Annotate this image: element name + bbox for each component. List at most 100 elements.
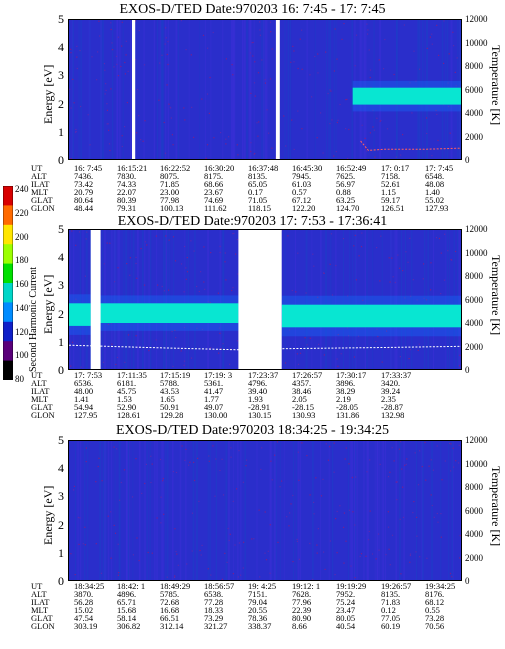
spectrogram-speckle [116,448,118,450]
table-cell: 129.28 [160,410,184,420]
row-label: UT [31,163,43,173]
spectrogram-speckle [287,235,289,237]
spectrogram-speckle [174,329,176,331]
table-cell: 23.67 [204,187,224,197]
spectrogram-speckle [381,361,383,363]
spectrogram-speckle [220,348,222,350]
spectrogram-streak [78,20,80,159]
colorbar-segment [3,224,13,245]
spectrogram-speckle [191,512,194,514]
spectrogram-streak [253,20,255,159]
table-cell: 0.88 [336,187,351,197]
spectrogram-speckle [425,299,428,301]
spectrogram-speckle [144,482,146,485]
spectrogram-streak [287,20,290,159]
spectrogram-speckle [277,541,279,543]
spectrogram-speckle [126,102,128,104]
spectrogram-streak [129,230,131,369]
spectrogram-speckle [243,541,245,543]
spectrogram-speckle [346,327,348,329]
spectrogram-speckle [453,45,455,47]
y2-tick-label: 0 [465,155,470,165]
spectrogram-speckle [237,154,239,156]
spectrogram-speckle [366,23,368,25]
spectrogram-speckle [176,553,178,555]
spectrogram-speckle [106,109,108,111]
spectrogram-speckle [160,496,162,498]
spectrogram-streak [452,441,454,580]
spectrogram-speckle [232,233,234,235]
spectrogram-speckle [351,476,353,479]
spectrogram-speckle [447,82,449,84]
table-cell: 18.33 [204,605,224,615]
table-cell: 8.66 [292,621,307,631]
spectrogram-speckle [72,78,74,80]
spectrogram-streak [460,441,461,580]
spectrogram-speckle [271,147,273,149]
table-row: GLON 303.19 306.82 312.14 321.27 338.37 8.66 40… [0,621,505,631]
spectrogram-speckle [116,356,119,359]
spectrogram-speckle [233,232,235,235]
spectrogram-speckle [387,347,389,349]
spectrogram-speckle [372,126,374,128]
spectrogram-streak [142,230,144,369]
spectrogram-streak [73,230,75,369]
spectrogram-speckle [205,157,207,159]
spectrogram-streak [150,230,152,369]
spectrogram-speckle [201,98,203,100]
row-label: UT [31,581,43,591]
spectrogram-streak [227,441,230,580]
row-label: MLT [31,394,49,404]
spectrogram-speckle [269,21,272,23]
spectrogram-streak [143,20,145,159]
spectrogram-speckle [224,552,226,554]
table-cell: 41.47 [204,386,224,396]
table-cell: 74.69 [204,195,224,205]
spectrogram-speckle [120,481,122,484]
spectrogram-streak [122,20,124,159]
spectrogram-streak [293,441,294,580]
spectrogram-speckle [107,323,110,326]
spectrogram-speckle [169,106,171,108]
table-cell: 52.90 [117,402,137,412]
spectrogram-speckle [348,335,350,337]
spectrogram-speckle [293,61,295,63]
spectrogram-speckle [229,363,231,365]
spectrogram-speckle [78,231,81,233]
spectrogram-speckle [212,31,214,34]
spectrogram-speckle [111,343,113,345]
spectrogram-speckle [341,38,343,40]
spectrogram-speckle [317,53,319,55]
table-cell: 16:52:49 [336,163,367,173]
spectrogram-speckle [208,460,210,462]
spectrogram-speckle [289,329,291,331]
spectrogram-streak [320,441,321,580]
spectrogram-speckle [423,297,425,299]
y-axis-label: Energy [eV] [41,64,55,124]
spectrogram-speckle [311,96,313,98]
spectrogram-streak [179,441,182,580]
spectrogram-speckle [265,559,268,561]
table-cell: 6536. [74,378,94,388]
spectrogram-streak [448,441,450,580]
spectrogram-speckle [438,54,440,56]
table-cell: 59.17 [381,195,401,205]
spectrogram-speckle [232,500,234,502]
table-cell: 17: 0:17 [381,163,410,173]
table-cell: -28.87 [381,402,403,412]
spectrogram [68,440,462,581]
spectrogram-speckle [443,62,445,64]
spectrogram-speckle [225,279,227,281]
spectrogram-speckle [268,132,270,134]
table-cell: 5788. [160,378,180,388]
spectrogram-speckle [440,293,442,295]
spectrogram-streak [355,441,356,580]
spectrogram-streak [275,441,277,580]
table-cell: 50.91 [160,402,180,412]
spectrogram-streak [366,230,368,369]
spectrogram-speckle [115,55,118,57]
spectrogram-streak [440,441,442,580]
spectrogram-speckle [357,335,360,337]
spectrogram-speckle [301,68,303,70]
spectrogram-speckle [458,444,460,446]
